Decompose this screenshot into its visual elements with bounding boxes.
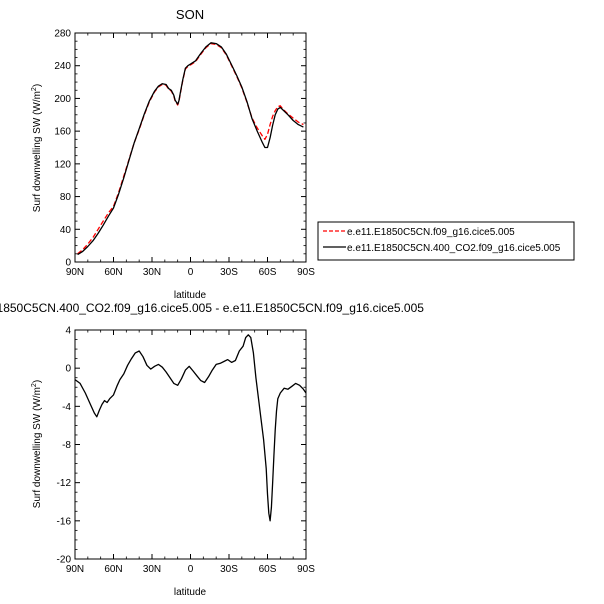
top-panel: SON 0 40 80 120 160 200 240 280 90N 60N 30N 0 30S 60S… — [31, 7, 315, 301]
top-xtick-label: 0 — [188, 267, 194, 278]
bottom-ytick-label: -20 — [57, 555, 72, 566]
top-xtick-label: 90S — [297, 267, 315, 278]
bottom-plot-frame — [74, 329, 307, 560]
legend-label-co2: e.e11.E1850C5CN.400_CO2.f09_g16.cice5.00… — [347, 243, 561, 254]
bottom-ytick-label: -12 — [57, 478, 72, 489]
bottom-xtick-label: 90S — [297, 564, 315, 575]
legend-label-control: e.e11.E1850C5CN.f09_g16.cice5.005 — [347, 227, 515, 238]
top-xtick-label: 30N — [143, 267, 161, 278]
bottom-series-lines — [74, 334, 307, 522]
top-x-axis-label: latitude — [174, 290, 207, 301]
top-xtick-label: 30S — [220, 267, 238, 278]
top-ytick-label: 280 — [54, 29, 71, 40]
top-ytick-label: 160 — [54, 127, 71, 138]
bottom-axis-ticks: -20 -16 -12 -8 -4 0 4 90N 60N 30N 0 30S 60S 90S — [57, 326, 316, 576]
bottom-x-axis-label: latitude — [174, 587, 207, 598]
bottom-ytick-label: 4 — [65, 326, 71, 337]
bottom-ytick-label: -16 — [57, 516, 72, 527]
bottom-ytick-label: -8 — [62, 440, 71, 451]
top-chart-title: SON — [176, 7, 204, 22]
bottom-ytick-label: 0 — [65, 364, 71, 375]
legend-box — [317, 221, 575, 261]
bottom-xtick-label: 30S — [220, 564, 238, 575]
bottom-xtick-label: 90N — [66, 564, 84, 575]
top-series-line-1 — [77, 42, 304, 256]
bottom-xtick-label: 0 — [188, 564, 194, 575]
top-ytick-label: 120 — [54, 159, 71, 170]
top-axis-ticks: 0 40 80 120 160 200 240 280 90N 60N 30N 0 30S 60S 90S — [54, 29, 315, 279]
top-ytick-label: 40 — [60, 225, 72, 236]
top-y-axis-label: Surf downwelling SW (W/m2) — [31, 84, 43, 212]
top-ytick-label: 240 — [54, 61, 71, 72]
top-series-line-0 — [77, 42, 304, 255]
bottom-series-line-0 — [74, 334, 307, 522]
bottom-chart-title: e.e11.E1850C5CN.400_CO2.f09_g16.cice5.00… — [0, 301, 424, 315]
legend: e.e11.E1850C5CN.f09_g16.cice5.005 e.e11.… — [317, 221, 575, 261]
bottom-xtick-label: 60S — [259, 564, 277, 575]
bottom-panel: e.e11.E1850C5CN.400_CO2.f09_g16.cice5.00… — [0, 301, 424, 598]
top-series-lines — [77, 42, 304, 256]
top-plot-frame — [74, 32, 307, 263]
bottom-y-axis-label: Surf downwelling SW (W/m2) — [31, 380, 43, 508]
top-ytick-label: 80 — [60, 192, 72, 203]
top-xtick-label: 60S — [259, 267, 277, 278]
bottom-ytick-label: -4 — [62, 402, 71, 413]
bottom-xtick-label: 60N — [104, 564, 122, 575]
top-ytick-label: 0 — [65, 258, 71, 269]
top-xtick-label: 60N — [104, 267, 122, 278]
top-xtick-label: 90N — [66, 267, 84, 278]
top-ytick-label: 200 — [54, 94, 71, 105]
bottom-xtick-label: 30N — [143, 564, 161, 575]
